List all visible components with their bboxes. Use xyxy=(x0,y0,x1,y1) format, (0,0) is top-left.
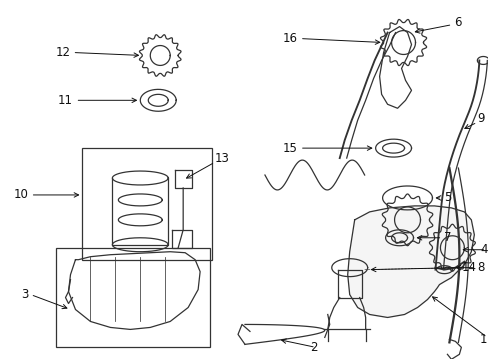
Bar xyxy=(82,148,212,260)
Text: 9: 9 xyxy=(476,112,484,125)
Bar xyxy=(56,248,210,347)
Polygon shape xyxy=(347,206,473,318)
Text: 13: 13 xyxy=(215,152,229,165)
Text: 12: 12 xyxy=(55,46,70,59)
Text: 7: 7 xyxy=(444,231,451,244)
Text: 5: 5 xyxy=(444,192,451,204)
Text: 14: 14 xyxy=(461,261,475,274)
Text: 16: 16 xyxy=(282,32,297,45)
Text: 8: 8 xyxy=(476,261,484,274)
Text: 2: 2 xyxy=(310,341,317,354)
Text: 1: 1 xyxy=(479,333,487,346)
Text: 3: 3 xyxy=(21,288,29,301)
Text: 11: 11 xyxy=(58,94,72,107)
Text: 10: 10 xyxy=(14,188,29,202)
Text: 15: 15 xyxy=(283,141,297,155)
Text: 4: 4 xyxy=(480,243,488,256)
Text: 6: 6 xyxy=(453,16,461,29)
